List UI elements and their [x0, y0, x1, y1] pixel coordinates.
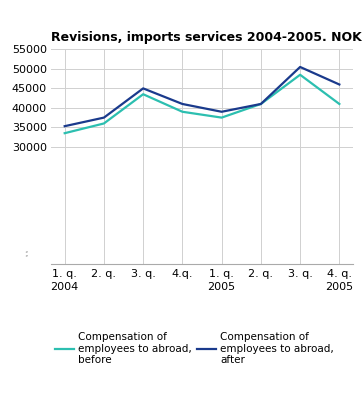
- Text: Revisions, imports services 2004-2005. NOK billion: Revisions, imports services 2004-2005. N…: [51, 31, 364, 44]
- Legend: Compensation of
employees to abroad,
before, Compensation of
employees to abroad: Compensation of employees to abroad, bef…: [51, 328, 338, 370]
